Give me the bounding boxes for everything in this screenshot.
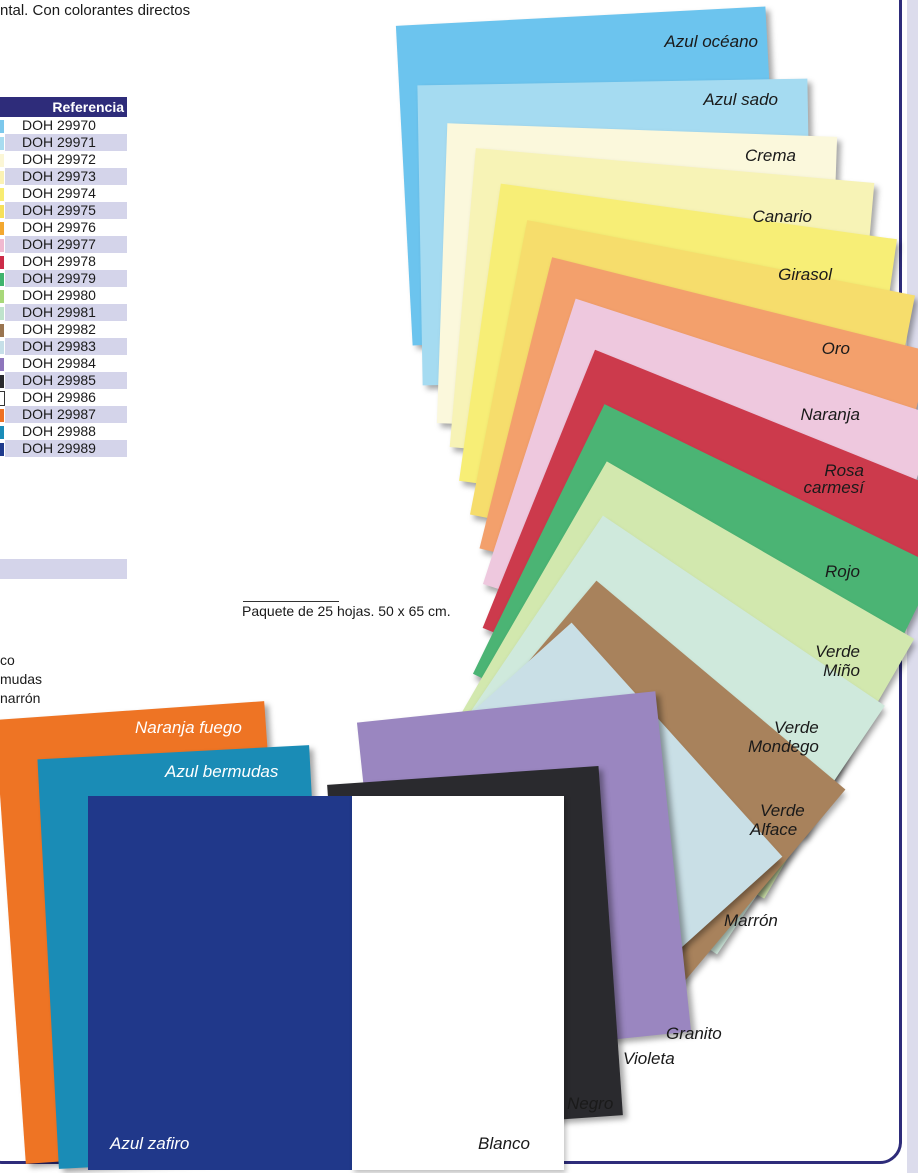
table-row: DOH 29989 — [0, 440, 127, 457]
color-swatch — [0, 151, 5, 168]
color-swatch — [0, 355, 5, 372]
color-swatch — [0, 202, 5, 219]
label-verde-minho: Verde Miño — [760, 642, 860, 680]
color-swatch — [0, 372, 5, 389]
reference-code: DOH 29979 — [5, 270, 127, 287]
label-girasol: Girasol — [778, 265, 832, 284]
reference-code: DOH 29987 — [5, 406, 127, 423]
color-swatch — [0, 338, 5, 355]
label-crema: Crema — [744, 146, 796, 165]
table-row: DOH 29988 — [0, 423, 127, 440]
reference-code: DOH 29983 — [5, 338, 127, 355]
partial-label-marron: narrón — [0, 690, 41, 706]
color-swatch — [0, 406, 5, 423]
table-row: DOH 29981 — [0, 304, 127, 321]
sheet-blanco — [352, 796, 564, 1170]
label-verde-mondego-line2: Mondego — [748, 737, 819, 756]
label-azul-zafiro: Azul zafiro — [110, 1134, 190, 1153]
label-oro: Oro — [821, 339, 850, 358]
reference-code: DOH 29982 — [22, 321, 96, 337]
reference-code: DOH 29984 — [22, 355, 96, 371]
table-row: DOH 29977 — [0, 236, 127, 253]
table-row: DOH 29985 — [0, 372, 127, 389]
label-verde-minho-line1: Verde — [815, 642, 860, 661]
table-row: DOH 29987 — [0, 406, 127, 423]
table-row: DOH 29980 — [0, 287, 127, 304]
color-swatch — [0, 185, 5, 202]
partial-label-blanco: co — [0, 652, 15, 668]
label-negro: Negro — [567, 1094, 614, 1113]
table-row: DOH 29986 — [0, 389, 127, 406]
table-row: DOH 29972 — [0, 151, 127, 168]
reference-code: DOH 29971 — [5, 134, 127, 151]
reference-code: DOH 29973 — [5, 168, 127, 185]
label-verde-alface-line2: Alface — [750, 820, 798, 839]
reference-code: DOH 29970 — [22, 117, 96, 133]
label-rosa-carmesi: Rosa carmesí — [760, 462, 864, 496]
label-azul-bermudas: Azul bermudas — [165, 762, 279, 781]
reference-code: DOH 29989 — [5, 440, 127, 457]
table-row: DOH 29979 — [0, 270, 127, 287]
label-granito: Granito — [666, 1024, 722, 1043]
color-swatch — [0, 236, 5, 253]
table-row: DOH 29970 — [0, 117, 127, 134]
label-blanco: Blanco — [478, 1134, 530, 1153]
reference-header: Referencia — [0, 97, 127, 117]
label-canario: Canario — [752, 207, 812, 226]
intro-text: ntal. Con colorantes directos — [0, 2, 191, 19]
table-row: DOH 29971 — [0, 134, 127, 151]
reference-code: DOH 29980 — [22, 287, 96, 303]
label-verde-mondego-line1: Verde — [774, 718, 819, 737]
reference-code: DOH 29978 — [22, 253, 96, 269]
color-swatch — [0, 168, 5, 185]
color-swatch — [0, 321, 5, 338]
reference-code: DOH 29976 — [22, 219, 96, 235]
label-azul-sado: Azul sado — [703, 90, 778, 109]
label-violeta: Violeta — [623, 1049, 675, 1068]
label-naranja: Naranja — [800, 405, 860, 424]
pack-note-rule — [243, 601, 339, 602]
table-row: DOH 29978 — [0, 253, 127, 270]
label-verde-mondego: Verde Mondego — [748, 718, 848, 756]
reference-code: DOH 29975 — [5, 202, 127, 219]
table-row: DOH 29974 — [0, 185, 127, 202]
color-swatch — [0, 270, 5, 287]
reference-table: Referencia DOH 29970 DOH 29971 DOH 29972 DO… — [0, 97, 127, 457]
reference-code: DOH 29972 — [22, 151, 96, 167]
color-swatch — [0, 440, 5, 457]
color-swatch — [0, 253, 5, 270]
label-rosa-carmesi-line1: Rosa — [824, 461, 864, 480]
table-footer-bar — [0, 559, 127, 579]
table-row: DOH 29982 — [0, 321, 127, 338]
color-swatch — [0, 287, 5, 304]
label-naranja-fuego: Naranja fuego — [135, 718, 242, 737]
table-row: DOH 29983 — [0, 338, 127, 355]
reference-code: DOH 29977 — [5, 236, 127, 253]
label-rosa-carmesi-line2: carmesí — [803, 478, 864, 497]
reference-code: DOH 29986 — [22, 389, 96, 405]
table-row: DOH 29984 — [0, 355, 127, 372]
label-verde-alface: Verde Alface — [750, 801, 840, 839]
label-azul-oceano: Azul océano — [664, 32, 758, 51]
label-verde-minho-line2: Miño — [823, 661, 860, 680]
color-swatch — [0, 304, 5, 321]
pack-note: Paquete de 25 hojas. 50 x 65 cm. — [242, 603, 451, 619]
label-rojo: Rojo — [825, 562, 860, 581]
reference-code: DOH 29988 — [22, 423, 96, 439]
color-swatch — [0, 134, 5, 151]
table-row: DOH 29973 — [0, 168, 127, 185]
label-marron: Marrón — [724, 911, 778, 930]
reference-code: DOH 29981 — [5, 304, 127, 321]
table-row: DOH 29976 — [0, 219, 127, 236]
reference-code: DOH 29985 — [5, 372, 127, 389]
color-swatch — [0, 423, 5, 440]
partial-label-bermudas: mudas — [0, 671, 43, 687]
label-verde-alface-line1: Verde — [760, 801, 805, 820]
sheet-azul-zafiro — [88, 796, 358, 1170]
color-swatch — [0, 389, 5, 406]
color-swatch — [0, 219, 5, 236]
table-row: DOH 29975 — [0, 202, 127, 219]
color-swatch — [0, 117, 5, 134]
reference-code: DOH 29974 — [22, 185, 96, 201]
